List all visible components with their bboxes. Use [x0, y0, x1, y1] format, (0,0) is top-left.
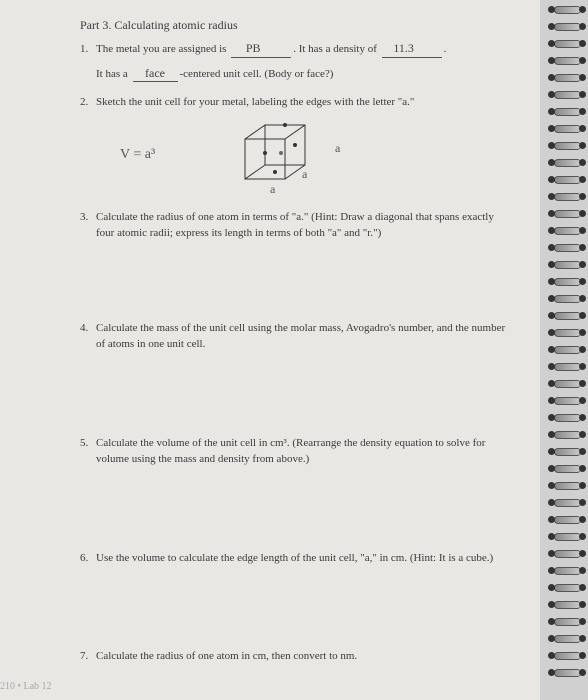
question-7: 7.Calculate the radius of one atom in cm… [80, 648, 510, 665]
q7-number: 7. [80, 648, 96, 665]
q1-text-a: The metal you are assigned is [96, 43, 229, 55]
q1-blank-metal: PB [231, 39, 291, 58]
q2-number: 2. [80, 94, 96, 111]
spiral-binding: (function(){ var s = document.querySelec… [540, 0, 588, 700]
q5-text: Calculate the volume of the unit cell in… [96, 437, 485, 466]
q1-blank-celltype: face [133, 66, 178, 82]
question-3: 3.Calculate the radius of one atom in te… [80, 209, 510, 242]
q4-text: Calculate the mass of the unit cell usin… [96, 322, 505, 351]
q6-number: 6. [80, 550, 96, 567]
q1-blank-density: 11.3 [382, 39, 442, 58]
q1-text-c: . [444, 43, 447, 55]
q6-text: Use the volume to calculate the edge len… [96, 552, 493, 564]
q4-number: 4. [80, 320, 96, 337]
sketch-area: V = a³ a a a [80, 119, 510, 199]
part-title: Part 3. Calculating atomic radius [80, 18, 510, 33]
question-1-line2: It has a face-centered unit cell. (Body … [80, 66, 510, 82]
question-5: 5.Calculate the volume of the unit cell … [80, 435, 510, 468]
q3-text: Calculate the radius of one atom in term… [96, 211, 494, 240]
q1-text-b: . It has a density of [293, 43, 379, 55]
q3-number: 3. [80, 209, 96, 226]
unit-cell-cube [235, 119, 335, 199]
volume-formula: V = a³ [120, 147, 155, 163]
q7-text: Calculate the radius of one atom in cm, … [96, 650, 357, 662]
q1-number: 1. [80, 41, 96, 58]
q2-text: Sketch the unit cell for your metal, lab… [96, 96, 414, 108]
question-1: 1.The metal you are assigned is PB. It h… [80, 39, 510, 58]
q1-line2-a: It has a [96, 68, 131, 80]
page-footer: 210 • Lab 12 [0, 681, 52, 692]
edge-label-a-bottom: a [270, 182, 275, 197]
question-6: 6.Use the volume to calculate the edge l… [80, 550, 510, 567]
question-4: 4.Calculate the mass of the unit cell us… [80, 320, 510, 353]
q1-line2-b: -centered unit cell. (Body or face?) [180, 68, 334, 80]
question-2: 2.Sketch the unit cell for your metal, l… [80, 94, 510, 111]
edge-label-a-diag: a [302, 167, 307, 182]
edge-label-a-right: a [335, 141, 340, 156]
worksheet-page: Part 3. Calculating atomic radius 1.The … [0, 0, 540, 700]
q5-number: 5. [80, 435, 96, 452]
